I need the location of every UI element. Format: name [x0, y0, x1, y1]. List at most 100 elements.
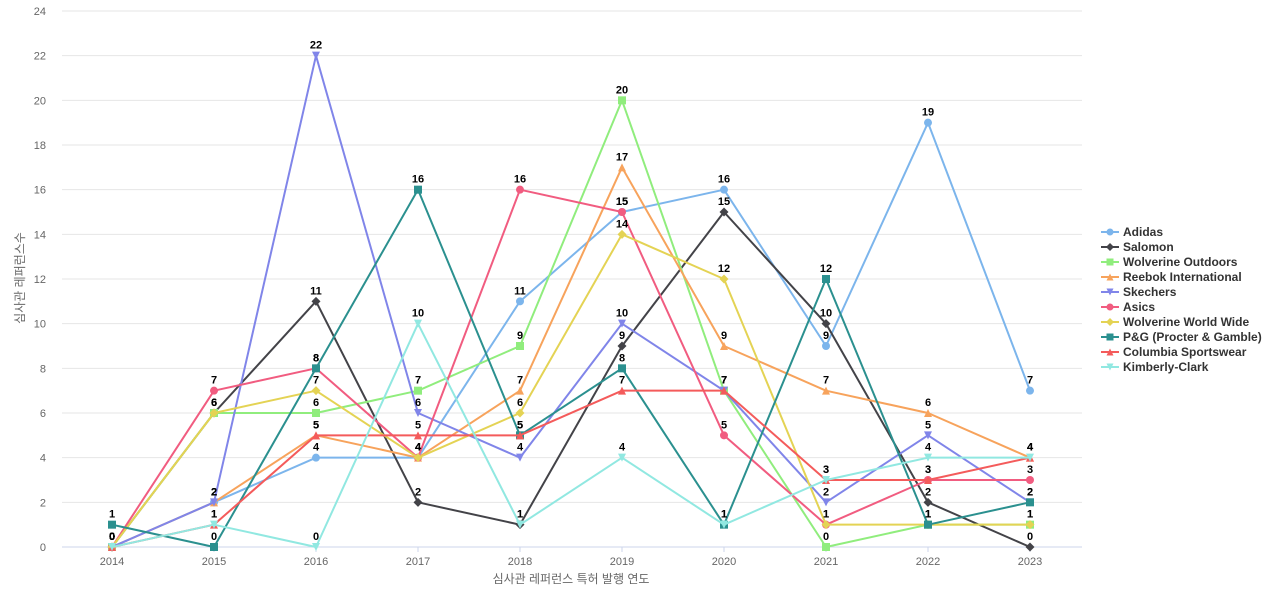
data-point[interactable] — [1026, 453, 1034, 462]
data-point[interactable] — [720, 386, 728, 395]
data-point[interactable] — [414, 431, 422, 440]
data-point[interactable] — [210, 386, 218, 395]
legend-item[interactable]: Adidas — [1101, 224, 1262, 239]
data-point[interactable] — [516, 453, 524, 462]
legend-item[interactable]: Wolverine Outdoors — [1101, 254, 1262, 269]
data-point[interactable] — [414, 319, 422, 328]
data-point[interactable] — [720, 520, 728, 529]
legend-item[interactable]: Salomon — [1101, 239, 1262, 254]
series-line — [111, 99, 1030, 548]
data-point[interactable] — [311, 296, 321, 306]
data-point[interactable] — [720, 185, 728, 194]
data-point[interactable] — [413, 497, 423, 507]
data-point[interactable] — [1026, 498, 1034, 507]
data-label: 2 — [1027, 486, 1033, 498]
data-point[interactable] — [924, 476, 932, 484]
series-4[interactable] — [108, 51, 1034, 551]
data-label: 1 — [1027, 509, 1033, 521]
data-point[interactable] — [209, 408, 219, 418]
data-point[interactable] — [821, 520, 831, 530]
legend-item[interactable]: Columbia Sportswear — [1101, 344, 1262, 359]
data-point[interactable] — [413, 453, 423, 463]
data-label: 0 — [109, 531, 115, 543]
data-point[interactable] — [312, 453, 320, 462]
data-point[interactable] — [516, 520, 524, 529]
data-point[interactable] — [924, 118, 932, 127]
data-point[interactable] — [516, 431, 524, 440]
data-point[interactable] — [312, 409, 320, 417]
data-label: 1 — [211, 509, 217, 521]
data-point[interactable] — [719, 274, 729, 284]
legend-label: P&G (Procter & Gamble) — [1123, 329, 1262, 344]
data-point[interactable] — [719, 207, 729, 217]
data-point[interactable] — [924, 409, 932, 417]
data-point[interactable] — [312, 364, 320, 373]
data-point[interactable] — [210, 498, 218, 507]
data-point[interactable] — [618, 364, 626, 373]
data-point[interactable] — [312, 51, 320, 60]
series-0[interactable] — [108, 118, 1034, 551]
legend-item[interactable]: Reebok International — [1101, 269, 1262, 284]
legend-label: Asics — [1123, 299, 1156, 314]
data-point[interactable] — [515, 408, 525, 418]
data-point[interactable] — [1025, 542, 1035, 552]
data-point[interactable] — [822, 275, 830, 283]
data-point[interactable] — [618, 96, 626, 105]
data-point[interactable] — [1025, 520, 1035, 530]
data-point[interactable] — [414, 409, 422, 417]
data-label: 17 — [616, 151, 628, 163]
legend-item[interactable]: Asics — [1101, 299, 1262, 314]
data-point[interactable] — [618, 319, 626, 328]
data-point[interactable] — [1026, 476, 1034, 484]
legend-item[interactable]: Wolverine World Wide — [1101, 314, 1262, 329]
data-point[interactable] — [414, 185, 422, 194]
data-label: 1 — [721, 509, 727, 521]
legend-item[interactable]: P&G (Procter & Gamble) — [1101, 329, 1262, 344]
data-point[interactable] — [108, 520, 116, 529]
data-label: 1 — [109, 509, 115, 521]
data-point[interactable] — [618, 163, 626, 172]
series-8[interactable] — [108, 386, 1034, 551]
data-point[interactable] — [720, 431, 728, 440]
data-label: 1 — [721, 509, 727, 521]
data-label: 0 — [109, 531, 115, 543]
data-point[interactable] — [617, 341, 627, 351]
legend-label: Kimberly-Clark — [1123, 359, 1209, 374]
data-point[interactable] — [516, 386, 524, 395]
legend-item[interactable]: Skechers — [1101, 284, 1262, 299]
data-point[interactable] — [822, 498, 830, 507]
legend-item[interactable]: Kimberly-Clark — [1101, 359, 1262, 374]
data-point[interactable] — [312, 543, 320, 551]
series-1[interactable] — [107, 207, 1035, 552]
data-label: 9 — [823, 330, 829, 342]
data-point[interactable] — [312, 431, 320, 440]
data-point[interactable] — [617, 229, 627, 239]
data-point[interactable] — [1026, 386, 1034, 395]
data-point[interactable] — [924, 453, 932, 462]
data-point[interactable] — [822, 476, 830, 484]
data-label: 4 — [925, 442, 932, 454]
data-point[interactable] — [210, 543, 218, 551]
data-point[interactable] — [618, 453, 626, 462]
data-point[interactable] — [924, 520, 932, 529]
data-label: 15 — [718, 196, 730, 208]
data-point[interactable] — [821, 319, 831, 329]
data-point[interactable] — [618, 208, 626, 216]
data-point[interactable] — [923, 497, 933, 507]
data-point[interactable] — [516, 185, 524, 194]
data-point[interactable] — [516, 297, 524, 306]
data-point[interactable] — [720, 342, 728, 350]
series-9[interactable] — [108, 319, 1034, 551]
data-point[interactable] — [822, 386, 830, 395]
data-point[interactable] — [924, 431, 932, 440]
data-point[interactable] — [822, 342, 830, 350]
x-tick-label: 2020 — [712, 556, 736, 568]
data-point[interactable] — [822, 543, 830, 551]
data-label: 1 — [517, 509, 523, 521]
data-point[interactable] — [516, 342, 524, 350]
data-point[interactable] — [311, 386, 321, 396]
data-point[interactable] — [414, 386, 422, 395]
data-point[interactable] — [108, 543, 116, 551]
data-point[interactable] — [210, 520, 218, 529]
data-point[interactable] — [618, 386, 626, 395]
